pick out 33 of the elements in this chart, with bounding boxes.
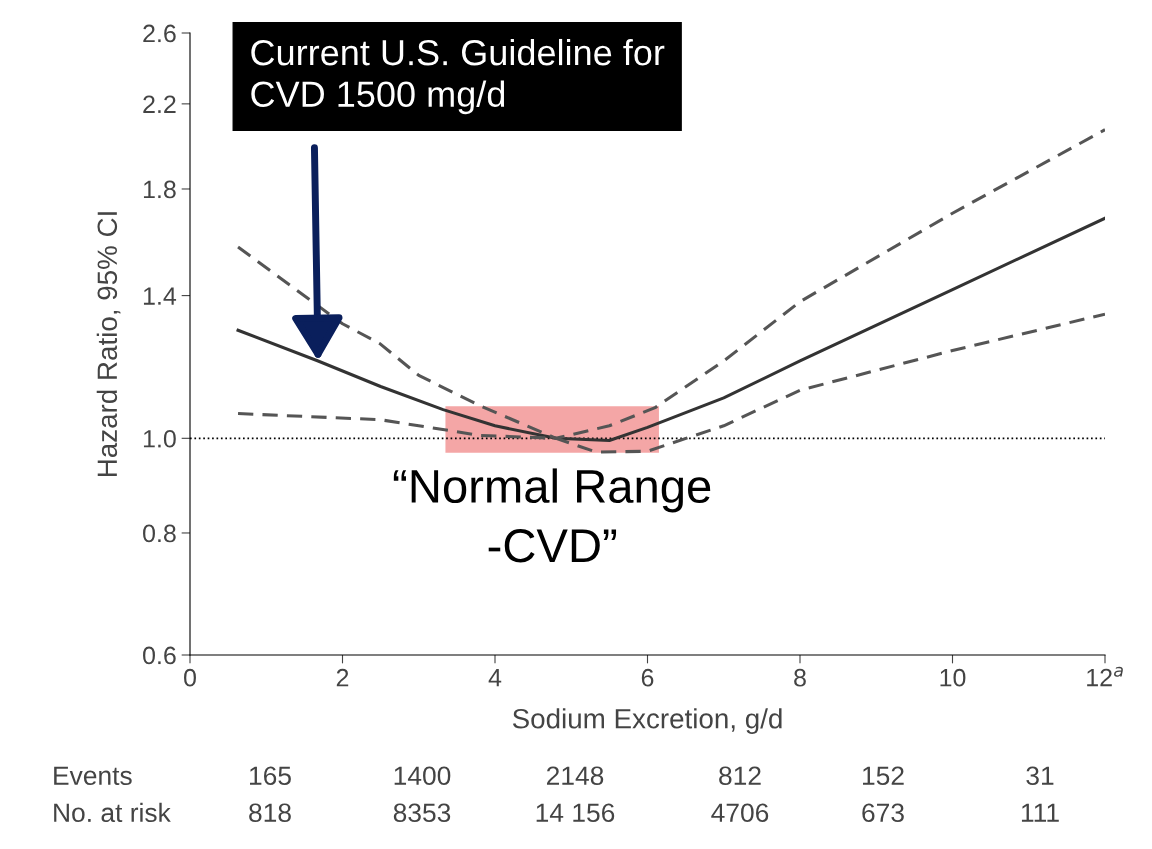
text: 2148 <box>546 766 604 786</box>
text: 818 <box>249 803 291 823</box>
x-tick-label: 4 <box>488 669 502 687</box>
text: 165 <box>250 766 291 786</box>
x-tick-label: 2 <box>336 668 349 687</box>
annotation: Current U.S. Guideline for CVD 1500 mg/d <box>251 38 665 115</box>
x-axis-title: Sodium Excretion, g/d <box>512 708 782 735</box>
band-label: “Normal Range -CVD” <box>393 468 711 563</box>
text: 14 156 <box>536 803 615 823</box>
y-tick-label: 2.6 <box>143 24 176 43</box>
y-axis-title: Hazard Ratio, 95% CI <box>96 212 121 477</box>
y-tick-label: 0.8 <box>143 524 176 543</box>
x-tick-label: 8 <box>794 668 806 687</box>
x-tick-label: 0 <box>184 668 196 687</box>
text: 673 <box>862 803 904 823</box>
y-tick-label: 2.2 <box>143 95 176 113</box>
x-tick-label: 6 <box>641 668 654 687</box>
text: 4706 <box>711 803 769 823</box>
text: 31 <box>1026 766 1054 786</box>
text: 152 <box>863 766 904 786</box>
x-tick-label: 12$^{a}$ <box>1087 666 1123 687</box>
x-tick-label: 10 <box>940 668 966 687</box>
text: 1400 <box>394 766 451 786</box>
text: No. at risk <box>54 802 171 823</box>
y-tick-label: 0.6 <box>143 646 176 665</box>
line-series <box>236 216 1105 442</box>
y-tick-label: 1.0 <box>143 429 176 448</box>
y-tick-label: 1.8 <box>143 180 176 199</box>
text: Events <box>54 766 132 786</box>
y-tick-label: 1.4 <box>143 287 177 305</box>
text: 812 <box>719 766 761 786</box>
text: 111 <box>1021 803 1059 822</box>
text: 8353 <box>393 803 451 823</box>
